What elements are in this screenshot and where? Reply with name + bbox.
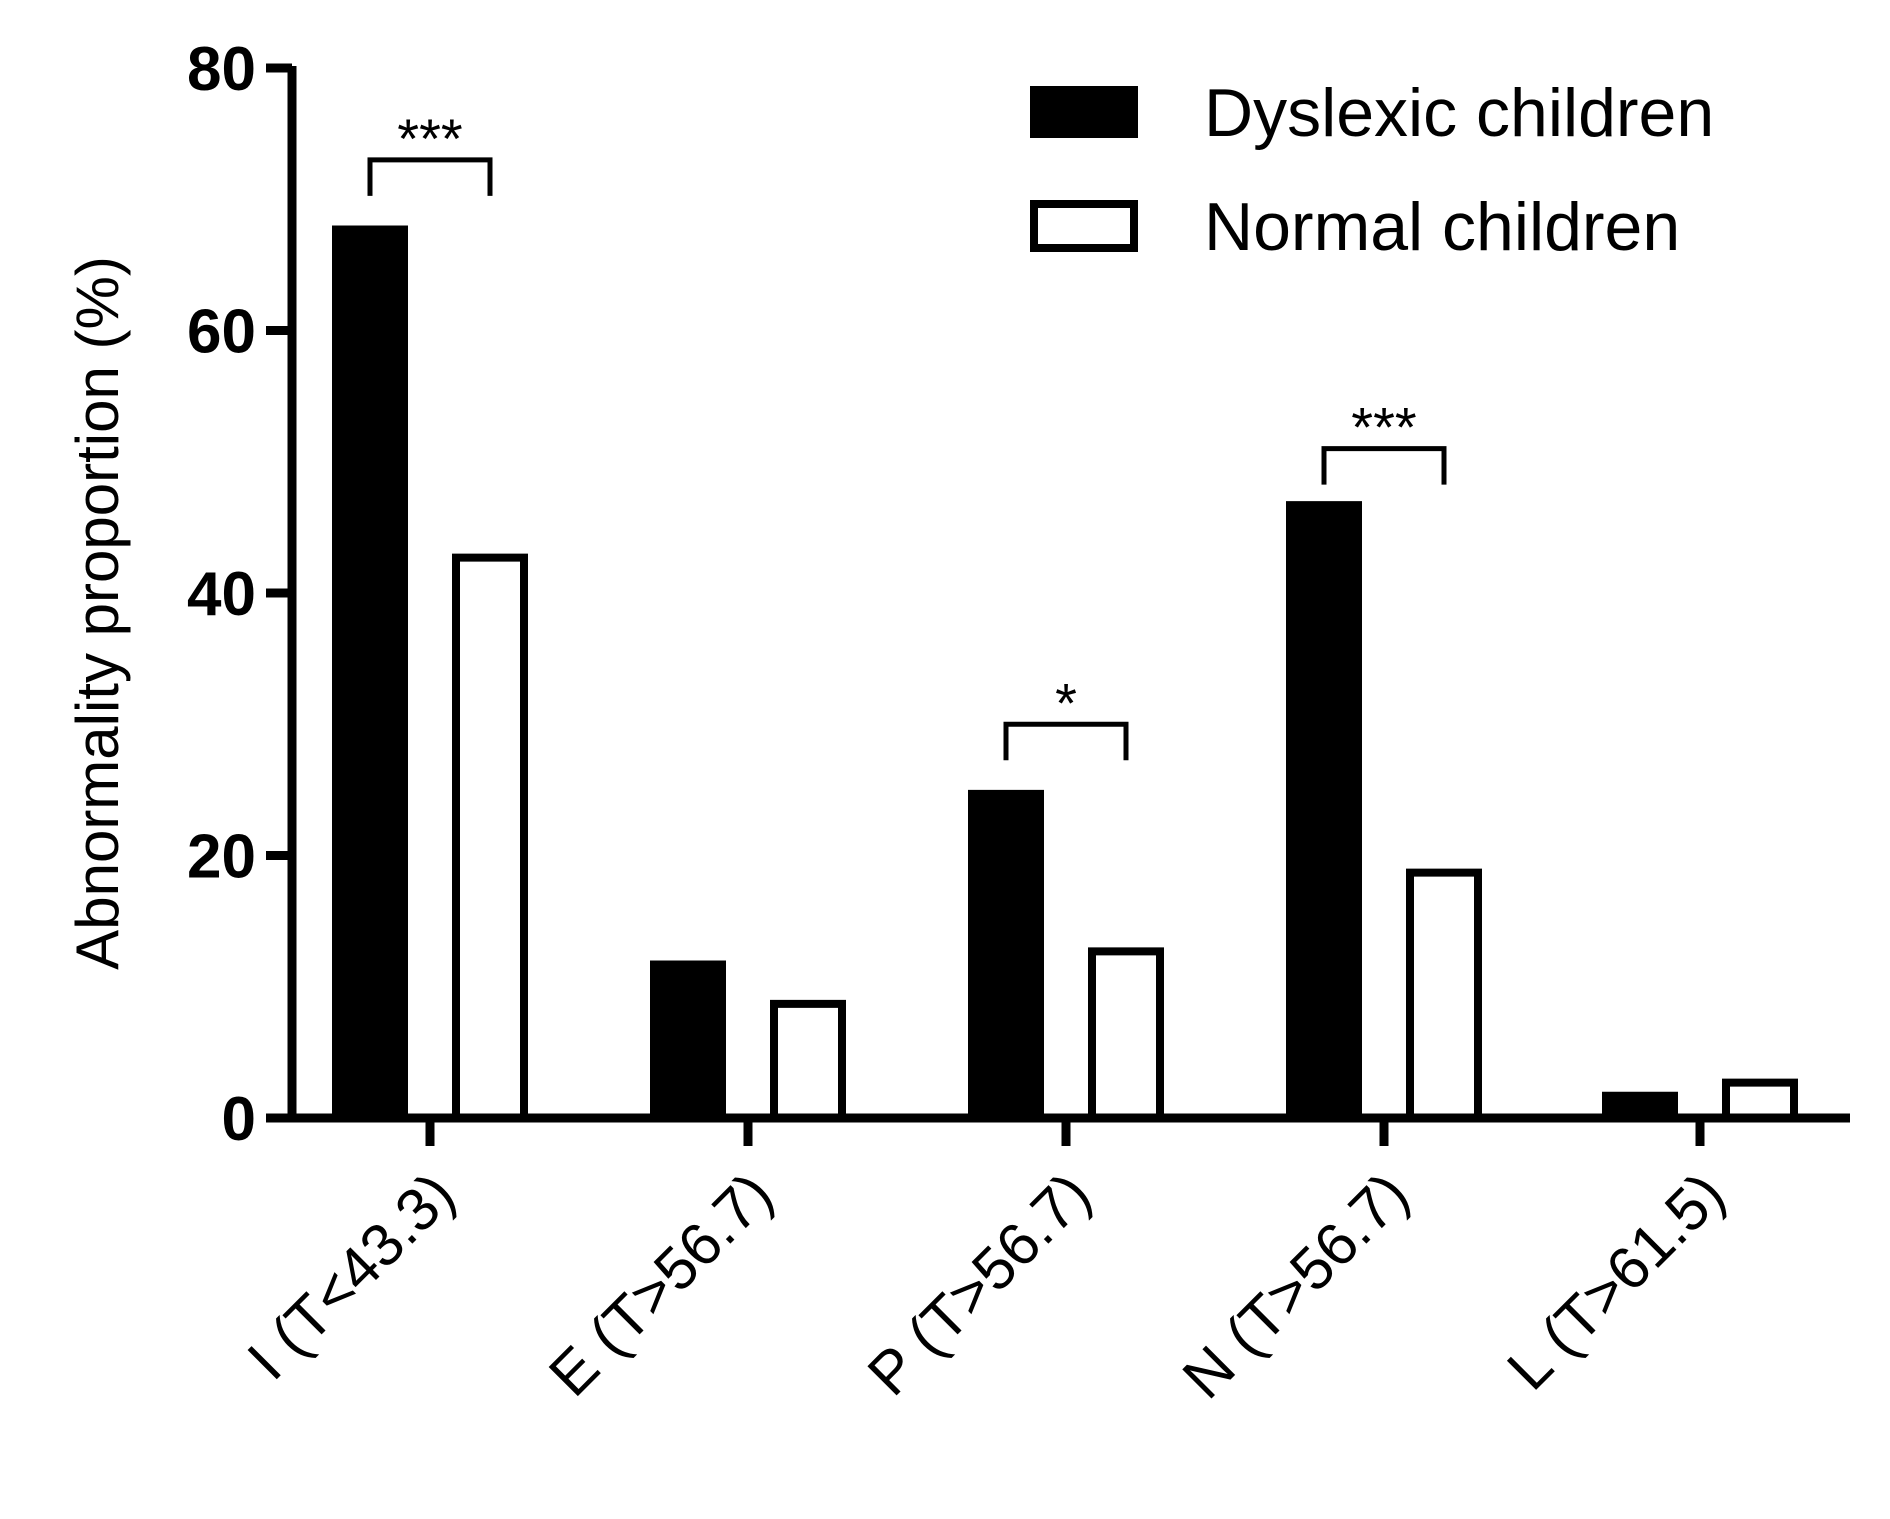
legend-label-dyslexic: Dyslexic children <box>1204 75 1714 151</box>
y-tick-label-3: 60 <box>187 298 256 367</box>
y-tick-label-4: 80 <box>187 35 256 104</box>
significance-layer: ******* <box>367 107 1447 761</box>
bar-normal-2 <box>1088 947 1164 1122</box>
y-axis-title: Abnormality proportion (%) <box>64 256 131 970</box>
significance-label-0: *** <box>397 107 462 170</box>
bar-normal-0 <box>452 553 528 1122</box>
bar-dyslexic-0 <box>332 225 408 1118</box>
x-category-label-4: L (T>61.5) <box>1494 1160 1737 1403</box>
legend-swatch-dyslexic <box>1030 86 1138 138</box>
significance-bracket-0 <box>367 157 493 196</box>
y-tick-label-2: 40 <box>187 560 256 629</box>
y-tick-label-1: 20 <box>187 823 256 892</box>
y-tick-label-0: 0 <box>222 1085 256 1154</box>
x-category-label-0: I (T<43.3) <box>235 1160 467 1392</box>
legend-swatch-normal <box>1030 200 1138 252</box>
bar-normal-4 <box>1722 1078 1798 1122</box>
significance-bracket-1 <box>1003 721 1129 761</box>
significance-label-1: * <box>1055 671 1077 734</box>
bars-layer <box>332 225 1798 1122</box>
legend: Dyslexic children Normal children <box>1030 75 1714 265</box>
x-category-label-3: N (T>56.7) <box>1170 1160 1421 1411</box>
significance-label-2: *** <box>1351 396 1416 459</box>
x-category-label-2: P (T>56.7) <box>855 1160 1103 1408</box>
legend-label-normal: Normal children <box>1204 189 1680 265</box>
bar-dyslexic-2 <box>968 789 1044 1118</box>
significance-bracket-2 <box>1321 446 1447 485</box>
bar-normal-3 <box>1406 868 1482 1122</box>
bar-dyslexic-1 <box>650 960 726 1118</box>
bar-normal-1 <box>770 999 846 1122</box>
x-category-label-1: E (T>56.7) <box>536 1160 785 1409</box>
bar-dyslexic-3 <box>1286 501 1362 1118</box>
